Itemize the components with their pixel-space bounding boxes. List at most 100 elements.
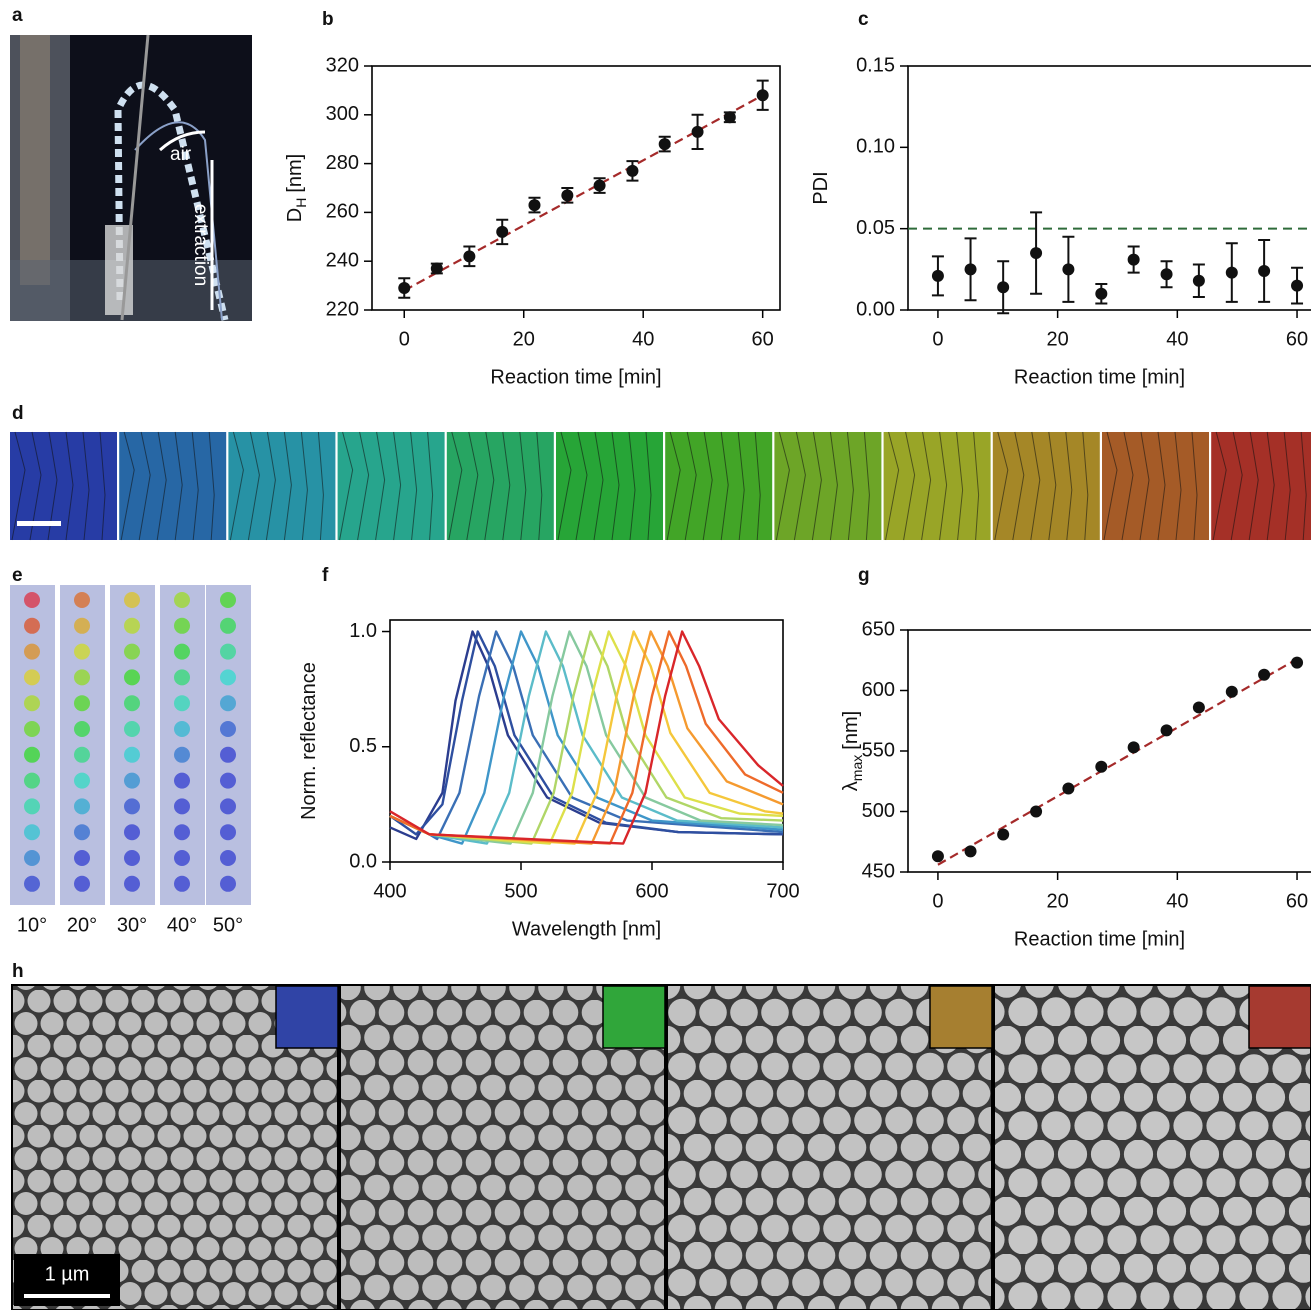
x-axis-label: Reaction time [min] [1014, 366, 1185, 388]
spot [174, 850, 190, 866]
spot [174, 643, 190, 660]
y-tick-label: 280 [326, 152, 359, 174]
y-tick-label: 300 [326, 103, 359, 125]
crack [1174, 431, 1182, 541]
spot [220, 669, 236, 686]
crack [229, 431, 244, 541]
x-tick-label: 400 [373, 880, 406, 902]
crack [1266, 431, 1275, 541]
crack [1012, 431, 1025, 541]
data-point [1062, 263, 1075, 276]
plot-frame [371, 65, 781, 311]
inset [275, 985, 339, 1049]
crack [29, 431, 42, 541]
chart: g 0 20 40 60 450 500 550 600 650 Reaction time [mi… [840, 565, 1311, 950]
tile [1211, 432, 1311, 540]
data-point [1030, 247, 1043, 260]
spot [74, 617, 90, 634]
data-point [1062, 782, 1075, 795]
crack [536, 431, 543, 541]
crack [1065, 431, 1073, 541]
spot [174, 824, 190, 841]
tile [992, 432, 1100, 540]
crack [1283, 431, 1291, 541]
spectrum-line [389, 630, 784, 845]
data-point [1291, 279, 1304, 292]
data-point [593, 179, 606, 192]
spot [124, 850, 140, 866]
spot [124, 875, 140, 892]
crack [1139, 431, 1150, 541]
crack [208, 431, 215, 541]
y-tick-label: 0.10 [856, 136, 895, 158]
spot [74, 875, 90, 892]
spot [174, 772, 190, 789]
crack [575, 431, 588, 541]
scale-bar [17, 521, 61, 526]
crack [666, 431, 681, 541]
crack [138, 431, 151, 541]
crack [300, 431, 308, 541]
spot [124, 617, 140, 634]
y-axis-label: Norm. reflectance [298, 662, 320, 820]
crack [846, 431, 854, 541]
crack [11, 431, 26, 541]
spot [124, 643, 140, 660]
crack [156, 431, 167, 541]
spectrum-line [389, 630, 784, 845]
plot-frame [389, 619, 784, 863]
crack [1191, 431, 1198, 541]
data-point [1095, 760, 1108, 773]
spot [124, 669, 140, 686]
data-point [528, 199, 541, 212]
data-point [1258, 668, 1271, 681]
spot [74, 850, 90, 866]
spot [124, 592, 140, 608]
y-label-text: Norm. reflectance [298, 662, 320, 820]
x-tick-label: 20 [1047, 328, 1069, 350]
spectrum-line [389, 630, 784, 845]
spot [74, 695, 90, 712]
data-point [1127, 253, 1140, 266]
crack [247, 431, 260, 541]
spot [74, 669, 90, 686]
fit-line [937, 658, 1298, 866]
data-point [561, 189, 574, 202]
x-tick-label: 20 [513, 328, 535, 350]
chart: c 0 20 40 60 0.00 0.05 0.10 0.15 Reaction time [m… [810, 9, 1311, 388]
spot [220, 875, 236, 892]
spot [24, 592, 40, 608]
crack [939, 431, 948, 541]
spot [220, 798, 236, 815]
y-label-unit: [nm] [840, 711, 862, 750]
crack [720, 431, 729, 541]
spot [24, 617, 40, 634]
x-axis-label: Reaction time [min] [490, 366, 661, 388]
y-tick-label: 0.5 [349, 735, 377, 757]
crack [47, 431, 58, 541]
data-point [1192, 701, 1205, 714]
crack [1300, 431, 1307, 541]
panel-label: h [12, 961, 24, 982]
crack [448, 431, 463, 541]
spot [24, 798, 40, 815]
crack [1103, 431, 1118, 541]
crack [1212, 431, 1227, 541]
crack [793, 431, 806, 541]
crack [1048, 431, 1057, 541]
plot-frame [907, 65, 1311, 311]
angle-label: 20° [67, 914, 97, 936]
spot [174, 669, 190, 686]
crack [427, 431, 434, 541]
spot [24, 721, 40, 737]
y-tick-label: 0.05 [856, 217, 895, 239]
crack [502, 431, 511, 541]
y-tick-label: 500 [862, 800, 895, 822]
crack [375, 431, 386, 541]
y-tick-label: 0.0 [349, 850, 377, 872]
spectrum-line [389, 630, 784, 845]
chart: b 0 20 40 60 220 240 260 280 300 320 Reaction time … [284, 9, 781, 388]
crack [120, 431, 135, 541]
data-point [997, 281, 1010, 294]
x-axis-label: Reaction time [min] [1014, 928, 1185, 950]
